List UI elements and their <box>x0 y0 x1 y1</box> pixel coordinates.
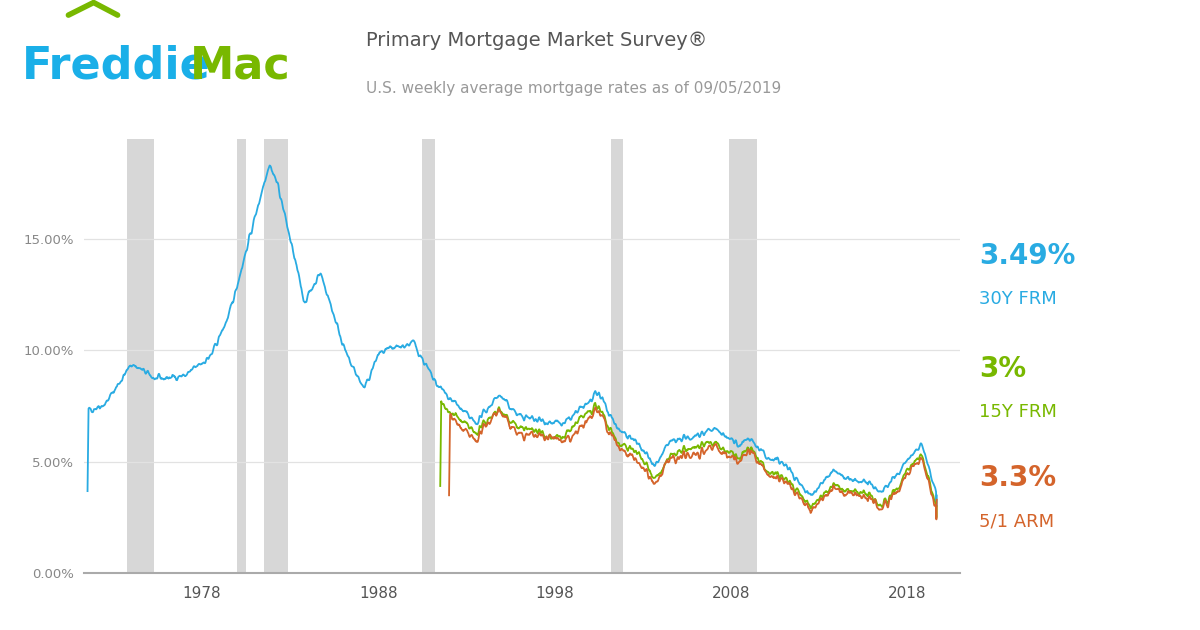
Text: Mac: Mac <box>190 44 290 87</box>
Bar <box>238 139 246 573</box>
Bar <box>264 139 288 573</box>
Text: 3.3%: 3.3% <box>979 464 1056 491</box>
Text: 5/1 ARM: 5/1 ARM <box>979 512 1055 530</box>
Text: 3%: 3% <box>979 355 1026 383</box>
Text: Primary Mortgage Market Survey®: Primary Mortgage Market Survey® <box>366 31 707 50</box>
Text: Freddie: Freddie <box>22 44 210 87</box>
Text: 15Y FRM: 15Y FRM <box>979 403 1057 421</box>
Bar <box>127 139 154 573</box>
Bar <box>422 139 434 573</box>
Text: 3.49%: 3.49% <box>979 242 1075 270</box>
Bar <box>611 139 623 573</box>
Bar <box>730 139 757 573</box>
Text: 30Y FRM: 30Y FRM <box>979 290 1057 309</box>
Text: U.S. weekly average mortgage rates as of 09/05/2019: U.S. weekly average mortgage rates as of… <box>366 81 781 96</box>
